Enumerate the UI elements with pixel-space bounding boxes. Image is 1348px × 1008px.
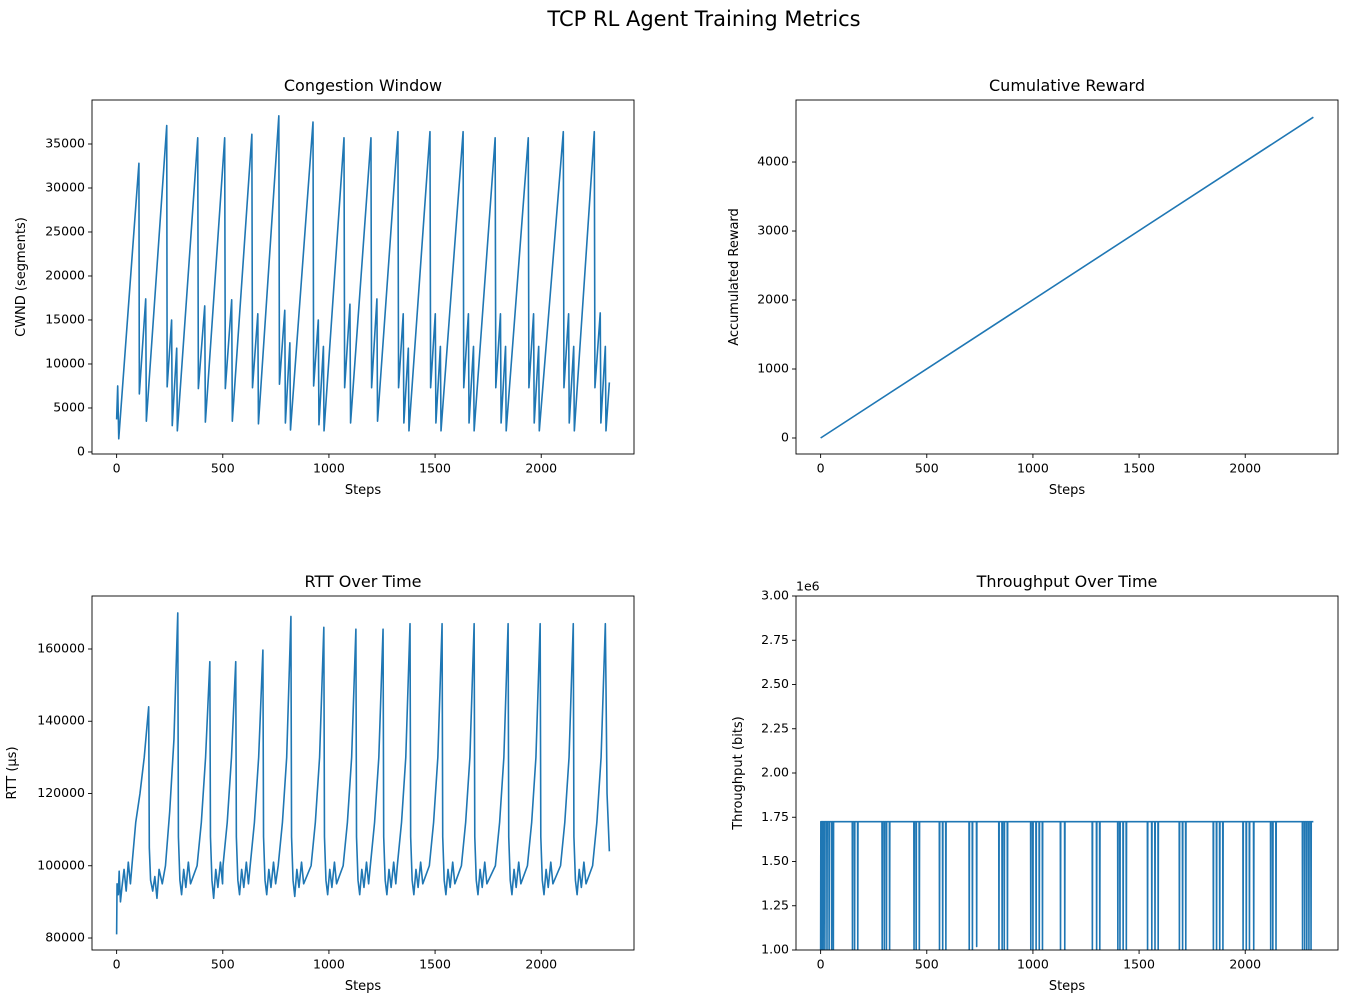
x-tick-label: 0 (113, 461, 121, 476)
x-tick-label: 500 (211, 957, 235, 972)
y-tick-label: 120000 (37, 785, 85, 800)
data-line (115, 115, 611, 440)
y-tick-label: 35000 (45, 135, 85, 150)
x-tick-label: 0 (817, 957, 825, 972)
x-tick-label: 2000 (1229, 461, 1261, 476)
y-tick-label: 2000 (757, 292, 789, 307)
x-tick-label: 1000 (1017, 461, 1049, 476)
x-axis-label: Steps (345, 483, 382, 498)
y-axis-label: RTT (µs) (5, 746, 20, 799)
y-tick-label: 1.75 (761, 809, 789, 824)
x-axis-label: Steps (1049, 979, 1086, 994)
x-tick-label: 500 (211, 461, 235, 476)
y-tick-label: 25000 (45, 223, 85, 238)
x-tick-label: 500 (915, 461, 939, 476)
x-tick-label: 1500 (1123, 957, 1155, 972)
x-tick-label: 0 (817, 461, 825, 476)
y-tick-label: 1.50 (761, 853, 789, 868)
y-tick-label: 1000 (757, 361, 789, 376)
y-tick-label: 160000 (37, 640, 85, 655)
y-tick-label: 0 (781, 429, 789, 444)
figure-title: TCP RL Agent Training Metrics (546, 7, 860, 31)
axes-frame (795, 99, 1339, 455)
x-tick-label: 1500 (1123, 461, 1155, 476)
subplot-title: Throughput Over Time (976, 572, 1158, 591)
y-tick-label: 3.00 (761, 588, 789, 603)
axes-frame (795, 595, 1339, 951)
data-line (820, 116, 1314, 439)
y-axis-label: Throughput (bits) (731, 716, 746, 831)
subplot-title: Congestion Window (284, 76, 442, 95)
y-tick-label: 30000 (45, 179, 85, 194)
y-tick-label: 1.00 (761, 942, 789, 957)
y-offset-label: 1e6 (796, 579, 820, 594)
x-tick-label: 1000 (313, 461, 345, 476)
y-tick-label: 3000 (757, 223, 789, 238)
y-tick-label: 5000 (53, 399, 85, 414)
y-tick-label: 2.75 (761, 632, 789, 647)
x-tick-label: 2000 (525, 957, 557, 972)
subplot-title: RTT Over Time (304, 572, 421, 591)
data-line (819, 820, 1314, 950)
x-tick-label: 2000 (1229, 957, 1261, 972)
y-tick-label: 140000 (37, 713, 85, 728)
y-axis-label: Accumulated Reward (727, 208, 742, 346)
y-tick-label: 1.25 (761, 897, 789, 912)
y-tick-label: 0 (77, 443, 85, 458)
y-tick-label: 2.50 (761, 676, 789, 691)
subplot-title: Cumulative Reward (989, 76, 1145, 95)
x-tick-label: 1500 (419, 461, 451, 476)
y-tick-label: 100000 (37, 857, 85, 872)
y-tick-label: 4000 (757, 154, 789, 169)
y-axis-label: CWND (segments) (14, 217, 29, 337)
x-tick-label: 0 (113, 957, 121, 972)
x-axis-label: Steps (345, 979, 382, 994)
x-tick-label: 1000 (1017, 957, 1049, 972)
y-tick-label: 2.00 (761, 765, 789, 780)
x-tick-label: 2000 (525, 461, 557, 476)
x-tick-label: 1000 (313, 957, 345, 972)
y-tick-label: 80000 (45, 930, 85, 945)
x-tick-label: 1500 (419, 957, 451, 972)
axes-frame (91, 99, 635, 455)
y-tick-label: 15000 (45, 311, 85, 326)
data-line (115, 612, 611, 935)
y-tick-label: 2.25 (761, 720, 789, 735)
y-tick-label: 10000 (45, 355, 85, 370)
x-tick-label: 500 (915, 957, 939, 972)
x-axis-label: Steps (1049, 483, 1086, 498)
y-tick-label: 20000 (45, 267, 85, 282)
axes-frame (91, 595, 635, 951)
